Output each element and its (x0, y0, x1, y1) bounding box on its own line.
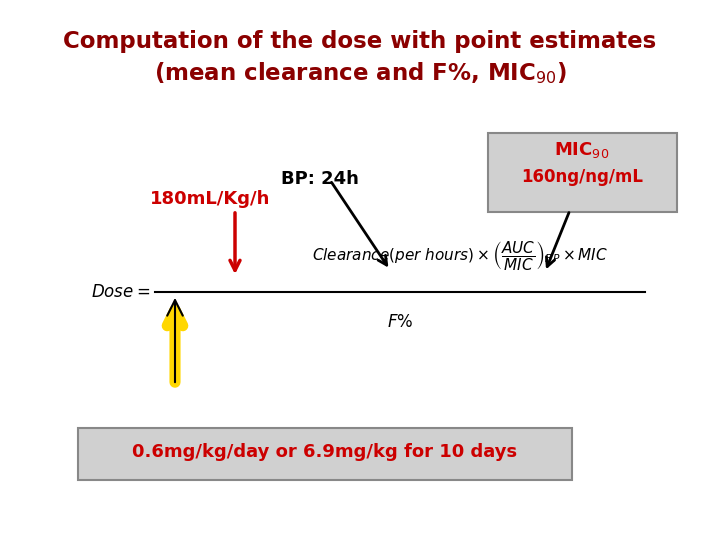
Text: 0.6mg/kg/day or 6.9mg/kg for 10 days: 0.6mg/kg/day or 6.9mg/kg for 10 days (132, 443, 518, 461)
Text: $Dose=$: $Dose=$ (91, 283, 150, 301)
Text: Computation of the dose with point estimates: Computation of the dose with point estim… (63, 30, 657, 53)
FancyBboxPatch shape (488, 133, 677, 212)
Text: BP: 24h: BP: 24h (281, 170, 359, 188)
Text: $Clearance(per\ hours)\times\left(\dfrac{AUC}{MIC}\right)_{BP}\times MIC$: $Clearance(per\ hours)\times\left(\dfrac… (312, 239, 608, 272)
Text: $F\%$: $F\%$ (387, 313, 413, 331)
FancyBboxPatch shape (78, 428, 572, 480)
Text: MIC$_{90}$: MIC$_{90}$ (554, 140, 610, 160)
Text: (mean clearance and F%, MIC$_{90}$): (mean clearance and F%, MIC$_{90}$) (153, 60, 567, 86)
Text: 160ng/ng/mL: 160ng/ng/mL (521, 168, 643, 186)
Text: 180mL/Kg/h: 180mL/Kg/h (150, 190, 270, 208)
